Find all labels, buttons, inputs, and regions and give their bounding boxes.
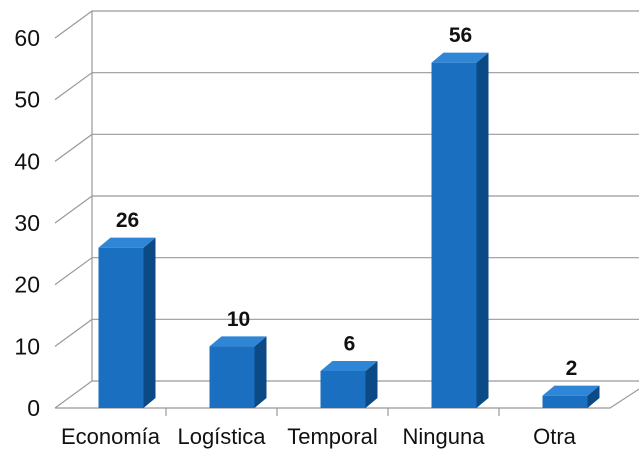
- grid-line: [54, 133, 639, 162]
- bar: [542, 385, 600, 408]
- bar: [209, 336, 267, 408]
- bar: [98, 237, 156, 408]
- value-label: 2: [566, 357, 578, 380]
- bar: [431, 52, 489, 409]
- y-tick-label: 40: [14, 148, 40, 174]
- bar: [320, 361, 378, 408]
- bar-top: [431, 52, 489, 63]
- x-tick-label: Temporal: [287, 424, 377, 449]
- grid-line: [54, 10, 639, 39]
- bar-side: [254, 336, 267, 408]
- bar-front: [320, 371, 366, 408]
- y-tick-label: 20: [14, 272, 40, 298]
- bar-side: [365, 361, 378, 408]
- value-label: 56: [449, 24, 472, 47]
- x-tick-label: Ninguna: [403, 424, 486, 449]
- x-tick-label: Economía: [61, 424, 161, 449]
- bar-top: [320, 361, 378, 371]
- bar-side: [143, 237, 156, 408]
- value-label: 6: [344, 333, 356, 356]
- bar-front: [431, 62, 477, 409]
- bar-side: [476, 52, 489, 409]
- value-label: 10: [227, 308, 250, 331]
- y-tick-label: 50: [14, 87, 40, 113]
- bar-top: [542, 385, 600, 396]
- x-tick-label: Otra: [533, 424, 577, 449]
- bar-top: [209, 336, 267, 347]
- y-tick-label: 60: [14, 25, 40, 51]
- y-tick-label: 0: [27, 395, 40, 421]
- bar-front: [98, 247, 144, 408]
- bar-side: [587, 385, 600, 408]
- bar-front: [542, 395, 588, 408]
- value-label: 26: [116, 209, 139, 232]
- y-tick-label: 30: [14, 210, 40, 236]
- bar-front: [209, 346, 255, 408]
- x-tick-label: Logística: [177, 424, 266, 449]
- y-tick-label: 10: [14, 333, 40, 359]
- bar-top: [98, 237, 156, 248]
- grid-line: [54, 195, 639, 224]
- grid-line: [54, 72, 639, 101]
